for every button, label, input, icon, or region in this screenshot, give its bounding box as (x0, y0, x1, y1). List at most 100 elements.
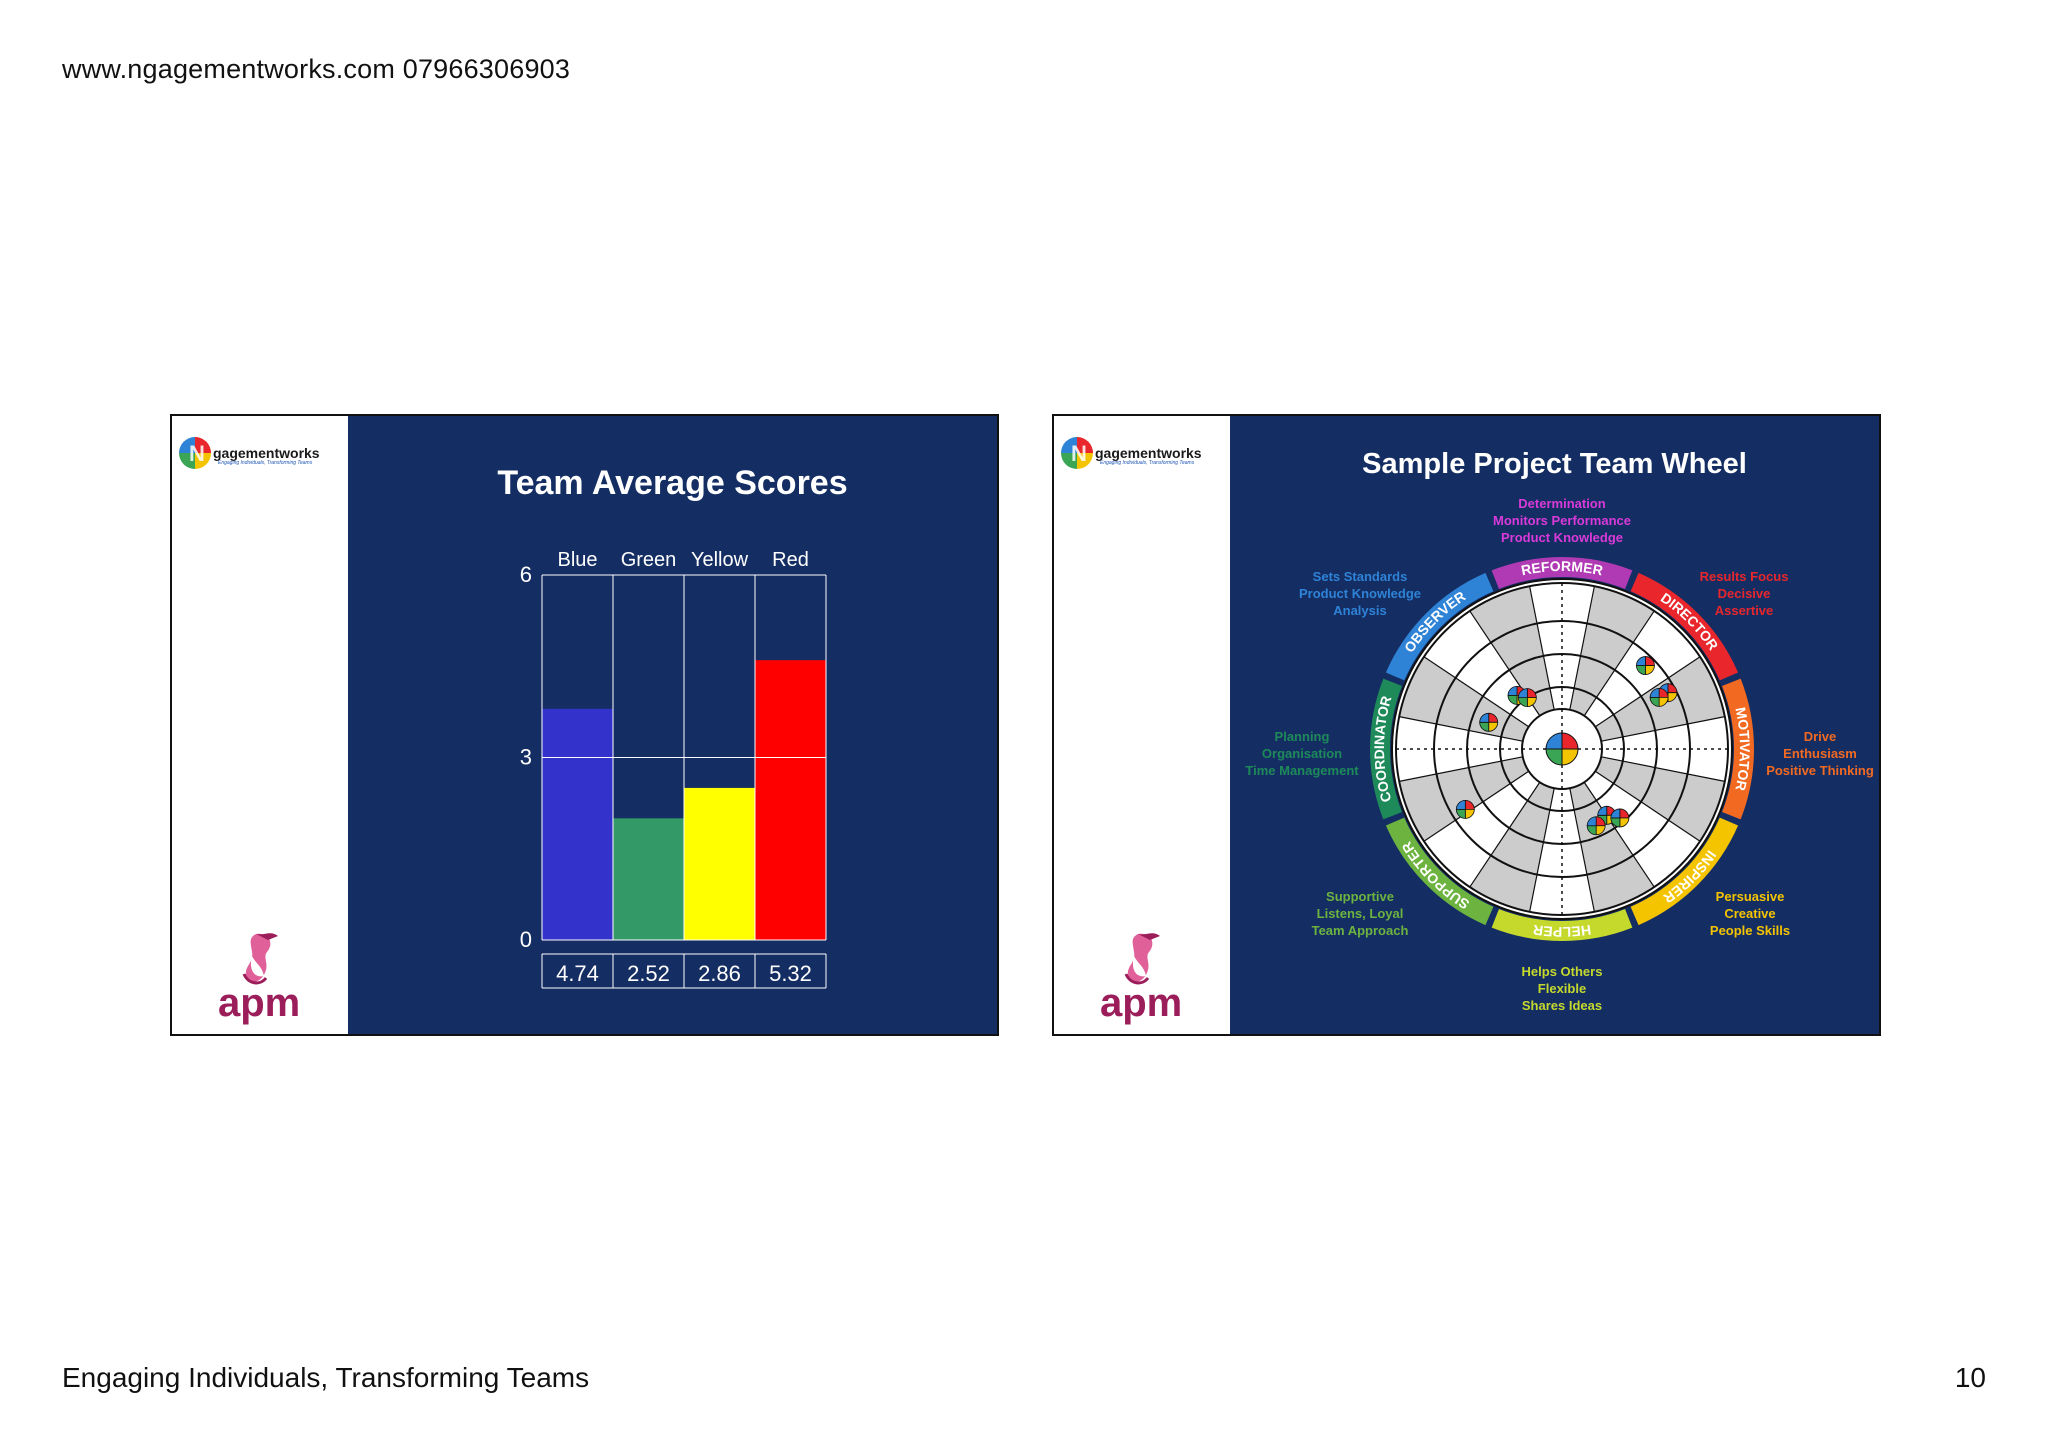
trait-label-line: Enthusiasm (1783, 746, 1857, 761)
trait-label-line: People Skills (1709, 923, 1791, 938)
category-label: Yellow (691, 549, 749, 571)
trait-label-line: Positive Thinking (1766, 763, 1874, 778)
ngagementworks-logo: N gagementworks Engaging Individuals, Tr… (178, 436, 320, 470)
logo-tagline: Engaging Individuals, Transforming Teams (1100, 460, 1195, 466)
data-table-value: 2.86 (698, 961, 741, 986)
wheel-ring (1499, 686, 1625, 812)
center-quadrant (1545, 732, 1563, 750)
wheel-spoke (1594, 656, 1701, 728)
page-number: 10 (1954, 1362, 1986, 1393)
trait-label-line: Decisive (1717, 586, 1771, 601)
trait-label-line: Creative (1724, 906, 1776, 921)
team-wheel-diagram: REFORMERDIRECTORMOTIVATORINSPIRERHELPERS… (1370, 557, 1755, 941)
y-tick-label: 0 (520, 927, 532, 952)
trait-label-line: Product Knowledge (1500, 530, 1624, 545)
slide-sidebar: N gagementworks Engaging Individuals, Tr… (172, 416, 348, 1034)
trait-label-line: Time Management (1245, 763, 1359, 778)
category-label: Blue (557, 549, 597, 571)
wheel-wedge (1569, 782, 1655, 912)
wheel-spoke (1583, 610, 1655, 717)
team-member-marker (1597, 805, 1608, 816)
wheel-spoke (1601, 756, 1725, 782)
trait-label-line: Team Approach (1311, 923, 1409, 938)
trait-label: Planning Organisation Time Management (1245, 728, 1358, 779)
wheel-spoke (1529, 586, 1555, 710)
svg-text:apm: apm (218, 981, 300, 1025)
trait-label: Determination Monitors Performance Product… (1493, 495, 1631, 546)
segment-label: REFORMER (1520, 558, 1605, 578)
trait-label: Helps Others Flexible Shares Ideas (1522, 963, 1603, 1014)
trait-label-line: Listens, Loyal (1316, 906, 1404, 921)
wheel-spoke (1594, 770, 1701, 842)
data-table-value: 2.52 (627, 961, 670, 986)
svg-text:N: N (1071, 441, 1087, 466)
y-tick-label: 6 (520, 562, 532, 587)
wheel-wedge (1595, 756, 1725, 842)
bar-chart: Blue 4.74 Green 2.52 Yellow 2.86 Red 5.32 0 3 6 (520, 549, 827, 989)
team-member-marker (1636, 656, 1646, 666)
segment-label: HELPER (1532, 922, 1592, 940)
trait-label-line: Organisation (1261, 746, 1343, 761)
trait-label-line: Monitors Performance (1493, 513, 1631, 528)
trait-label-line: Flexible (1537, 981, 1587, 996)
wheel-segment-supporter (1385, 817, 1494, 926)
data-table-value: 5.32 (769, 961, 812, 986)
trait-label-line: Determination (1518, 496, 1606, 511)
slide-sidebar: N gagementworks Engaging Individuals, Tr… (1054, 416, 1230, 1034)
wheel-wedge (1469, 586, 1555, 716)
trait-label-line: Assertive (1714, 603, 1774, 618)
wheel-spoke (1569, 788, 1595, 912)
trait-label: Supportive Listens, Loyal Team Approach (1312, 888, 1409, 939)
apm-logo: apm (1094, 926, 1194, 1026)
wheel-segment-inspirer (1630, 817, 1739, 926)
wheel-spoke (1583, 781, 1655, 888)
logo-wordmark: gagementworks (213, 445, 320, 461)
wheel-spoke (1529, 788, 1555, 912)
trait-label-line: Analysis (1333, 603, 1387, 618)
trait-label-line: Results Focus (1699, 569, 1789, 584)
wheel-segment-reformer (1491, 557, 1633, 589)
footer-tagline: Engaging Individuals, Transforming Teams (62, 1362, 590, 1393)
trait-label: Persuasive Creative People Skills (1710, 888, 1790, 939)
wheel-spoke (1569, 586, 1595, 710)
y-tick-label: 3 (520, 745, 532, 770)
slide-title: Team Average Scores (497, 464, 848, 502)
team-member-marker (1610, 808, 1621, 819)
wheel-segment-director (1630, 572, 1739, 681)
data-table-value: 4.74 (556, 961, 599, 986)
trait-label-line: Planning (1274, 729, 1330, 744)
wheel-segment-observer (1385, 572, 1494, 681)
trait-label-line: Helps Others (1521, 964, 1603, 979)
team-member-marker (1479, 712, 1490, 723)
team-member-marker (1455, 800, 1466, 810)
logo-tagline: Engaging Individuals, Transforming Teams (218, 460, 313, 466)
wheel-segment-helper (1491, 909, 1633, 941)
trait-label-line: Sets Standards (1312, 569, 1408, 584)
header-contact: www.ngagementworks.com 07966306903 (62, 54, 571, 84)
bar-red (755, 660, 826, 940)
wheel-spoke (1399, 756, 1523, 782)
wheel-wedge (1469, 782, 1555, 912)
trait-label-line: Supportive (1326, 889, 1394, 904)
trait-label-line: Product Knowledge (1298, 586, 1422, 601)
team-member-marker (1586, 816, 1597, 827)
slide-team-average-scores: N gagementworks Engaging Individuals, Tr… (170, 414, 999, 1036)
bar-green (613, 818, 684, 940)
segment-label: MOTIVATOR (1732, 706, 1753, 792)
wheel-spoke (1423, 770, 1530, 842)
svg-text:N: N (189, 441, 205, 466)
segment-label: COORDINATOR (1371, 694, 1395, 804)
svg-text:apm: apm (1100, 981, 1182, 1025)
wheel-spoke (1469, 781, 1541, 888)
bar-yellow (684, 787, 755, 940)
wheel-segment-coordinator (1370, 678, 1402, 820)
wheel-wedge (1399, 756, 1529, 842)
logo-wordmark: gagementworks (1095, 445, 1202, 461)
bar-blue (542, 708, 613, 940)
logo-mark-icon: N (1061, 437, 1093, 469)
ngagementworks-logo: N gagementworks Engaging Individuals, Tr… (1060, 436, 1202, 470)
team-member-marker (1507, 685, 1518, 696)
category-label: Green (621, 549, 677, 571)
wheel-spoke (1601, 716, 1725, 742)
trait-label-line: Shares Ideas (1521, 998, 1603, 1013)
